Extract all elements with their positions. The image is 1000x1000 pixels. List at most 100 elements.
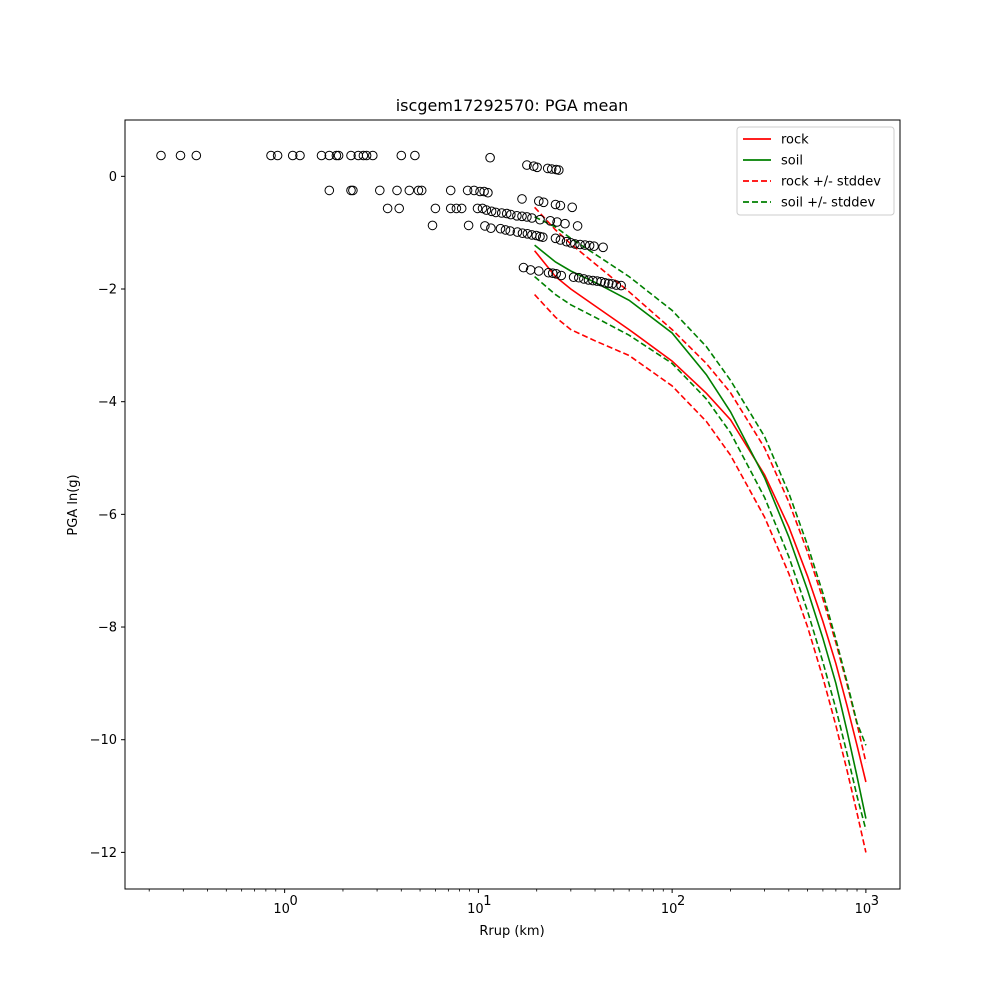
x-tick-label: 10 (661, 902, 678, 917)
data-layer (156, 150, 867, 853)
data-point (534, 196, 544, 206)
legend: rock soil rock +/- stddev soil +/- stddev (736, 126, 895, 216)
data-point (462, 185, 473, 196)
data-point (616, 280, 626, 291)
series-line-5 (534, 275, 867, 831)
data-point (579, 274, 589, 284)
data-point (607, 279, 617, 289)
data-point (346, 150, 356, 161)
data-point (156, 150, 166, 161)
data-point (445, 185, 456, 196)
data-point (430, 203, 441, 214)
data-point (287, 150, 298, 161)
data-point (570, 239, 580, 249)
data-point (611, 280, 622, 290)
data-point (572, 221, 583, 231)
legend-label: soil (781, 154, 803, 169)
data-point (517, 211, 527, 222)
data-point (496, 208, 507, 218)
data-point (555, 200, 566, 211)
data-point (469, 185, 479, 196)
data-point (522, 229, 533, 239)
data-point (550, 199, 561, 210)
data-point (534, 266, 544, 276)
data-point (485, 152, 495, 163)
legend-label: rock +/- stddev (781, 175, 881, 190)
data-point (427, 220, 438, 231)
data-point (545, 216, 556, 226)
data-point (598, 242, 608, 253)
data-point (603, 278, 614, 289)
data-point (517, 194, 527, 204)
data-point (592, 276, 602, 286)
data-point (382, 203, 393, 214)
x-tick-exponent: 3 (871, 894, 879, 909)
series-line-4 (534, 216, 867, 746)
data-point (560, 218, 570, 229)
data-point (554, 165, 564, 175)
data-point (505, 226, 516, 236)
data-point (589, 241, 599, 251)
data-point (500, 225, 511, 235)
data-point (566, 238, 576, 248)
x-tick-exponent: 0 (289, 894, 297, 909)
data-point (546, 164, 557, 174)
data-point (568, 272, 579, 283)
data-point (316, 150, 327, 161)
data-point (551, 269, 562, 279)
data-point (396, 150, 407, 161)
data-point (517, 228, 528, 238)
x-tick-exponent: 1 (483, 894, 491, 909)
data-point (456, 203, 467, 214)
data-point (295, 150, 305, 161)
data-point (410, 150, 420, 161)
data-point (348, 185, 358, 196)
data-point (481, 205, 492, 215)
series-line-2 (534, 206, 867, 763)
data-point (375, 185, 385, 196)
data-point (556, 270, 567, 281)
data-point (394, 203, 405, 214)
series-line-3 (534, 294, 867, 853)
x-tick-exponent: 2 (677, 894, 685, 909)
data-point (512, 211, 522, 221)
data-point (522, 212, 532, 222)
data-point (596, 276, 606, 287)
data-point (331, 150, 342, 161)
data-point (574, 272, 584, 283)
data-point (175, 150, 186, 161)
data-point (550, 233, 561, 244)
data-point (518, 262, 529, 273)
data-point (445, 203, 456, 214)
y-tick-label: −2 (98, 283, 117, 298)
data-point (368, 150, 378, 161)
data-point (543, 267, 554, 278)
y-tick-label: −8 (98, 621, 117, 636)
data-point (491, 207, 501, 218)
data-point (361, 150, 372, 161)
data-point (567, 202, 578, 213)
data-point (413, 185, 424, 196)
y-tick-label: −6 (98, 508, 117, 523)
data-point (584, 240, 595, 251)
chart-title: iscgem17292570: PGA mean (396, 96, 629, 115)
data-point (512, 227, 523, 237)
x-tick-label: 10 (467, 902, 484, 917)
data-point (486, 206, 497, 217)
data-point (555, 235, 566, 245)
data-point (600, 278, 610, 288)
data-point (416, 185, 427, 196)
data-point (475, 186, 485, 197)
data-point (483, 187, 493, 198)
y-tick-label: −12 (90, 846, 117, 861)
data-point (463, 220, 474, 231)
data-point (272, 150, 283, 161)
data-point (451, 203, 462, 214)
legend-box (736, 126, 895, 216)
data-point (506, 209, 516, 220)
series-line-0 (533, 250, 867, 783)
data-point (532, 162, 542, 173)
data-point (266, 150, 276, 161)
